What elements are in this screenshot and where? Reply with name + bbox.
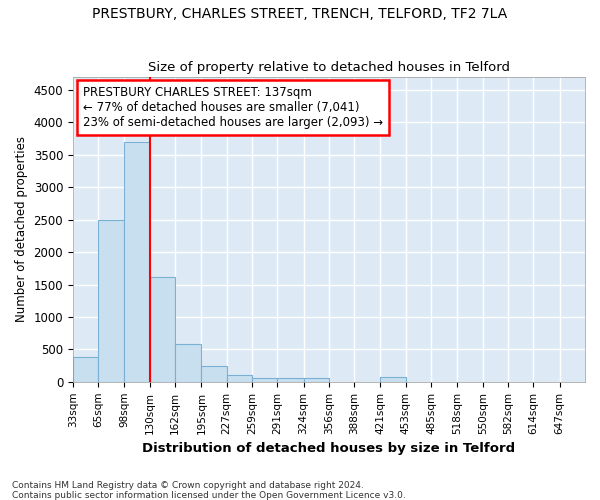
- Y-axis label: Number of detached properties: Number of detached properties: [15, 136, 28, 322]
- Bar: [202, 366, 227, 382]
- Bar: [380, 378, 406, 382]
- Bar: [150, 277, 175, 382]
- Bar: [73, 357, 98, 382]
- Text: PRESTBURY CHARLES STREET: 137sqm
← 77% of detached houses are smaller (7,041)
23: PRESTBURY CHARLES STREET: 137sqm ← 77% o…: [83, 86, 383, 129]
- Text: Contains HM Land Registry data © Crown copyright and database right 2024.: Contains HM Land Registry data © Crown c…: [12, 480, 364, 490]
- Bar: [227, 374, 252, 382]
- Bar: [98, 220, 124, 382]
- Title: Size of property relative to detached houses in Telford: Size of property relative to detached ho…: [148, 62, 510, 74]
- Bar: [277, 378, 304, 382]
- Bar: [124, 142, 150, 382]
- Bar: [175, 344, 202, 382]
- Text: PRESTBURY, CHARLES STREET, TRENCH, TELFORD, TF2 7LA: PRESTBURY, CHARLES STREET, TRENCH, TELFO…: [92, 8, 508, 22]
- X-axis label: Distribution of detached houses by size in Telford: Distribution of detached houses by size …: [142, 442, 515, 455]
- Text: Contains public sector information licensed under the Open Government Licence v3: Contains public sector information licen…: [12, 490, 406, 500]
- Bar: [252, 378, 277, 382]
- Bar: [304, 378, 329, 382]
